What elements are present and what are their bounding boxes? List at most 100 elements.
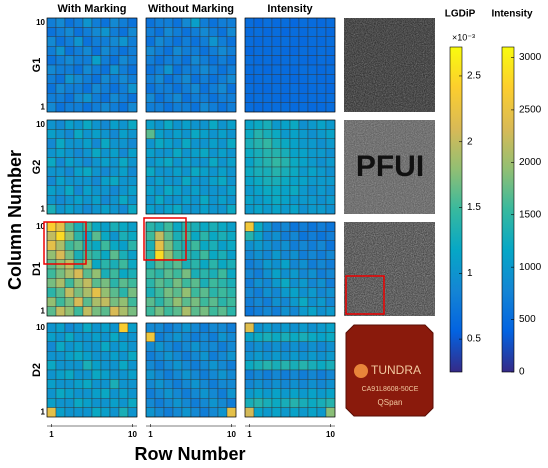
heatmap-cell — [91, 351, 102, 361]
heatmap-cell — [55, 119, 66, 130]
heatmap-cell — [262, 249, 273, 260]
heatmap-cell — [163, 17, 174, 28]
heatmap-cell — [73, 231, 84, 241]
heatmap-cell — [100, 46, 111, 56]
heatmap-cell — [253, 297, 264, 307]
heatmap-cell — [64, 322, 75, 333]
heatmap-cell — [244, 297, 255, 307]
heatmap-cell — [307, 147, 318, 158]
heatmap-cell — [226, 46, 237, 56]
heatmap-cell — [307, 185, 318, 196]
heatmap-cell — [73, 74, 84, 85]
heatmap-cell — [82, 306, 93, 317]
heatmap-cell — [172, 204, 183, 215]
heatmap-cell — [298, 379, 309, 389]
heatmap-cell — [64, 297, 75, 307]
heatmap-cell — [289, 407, 300, 418]
heatmap-cell — [325, 278, 336, 288]
colorbar-tick-label: 2000 — [519, 157, 542, 168]
heatmap-cell — [145, 147, 156, 158]
heatmap-cell — [55, 287, 66, 298]
heatmap-cell — [127, 176, 138, 186]
heatmap-cell — [127, 46, 138, 56]
heatmap-cell — [199, 231, 210, 241]
heatmap-cell — [253, 341, 264, 352]
heatmap-cell — [244, 360, 255, 371]
heatmap-cell — [154, 231, 165, 241]
heatmap-cell — [46, 147, 57, 158]
heatmap-cell — [280, 46, 291, 56]
heatmap-cell — [190, 231, 201, 241]
heatmap-cell — [217, 74, 228, 85]
heatmap-cell — [163, 147, 174, 158]
heatmap-cell — [154, 388, 165, 399]
heatmap-cell — [271, 36, 282, 47]
heatmap-cell — [109, 249, 120, 260]
heatmap-cell — [127, 306, 138, 317]
heatmap — [145, 221, 237, 317]
heatmap-cell — [181, 185, 192, 196]
heatmap-cell — [100, 268, 111, 279]
heatmap-cell — [253, 74, 264, 85]
heatmap-cell — [154, 204, 165, 215]
heatmap-cell — [253, 83, 264, 94]
heatmap-cell — [244, 176, 255, 186]
heatmap-cell — [208, 388, 219, 399]
heatmap-cell — [208, 27, 219, 37]
heatmap-cell — [280, 388, 291, 399]
heatmap-cell — [172, 64, 183, 75]
heatmap-cell — [163, 74, 174, 85]
heatmap-cell — [298, 92, 309, 103]
heatmap-cell — [46, 240, 57, 251]
heatmap-cell — [298, 369, 309, 380]
heatmap-cell — [82, 204, 93, 215]
heatmap-cell — [82, 369, 93, 380]
heatmap-cell — [271, 407, 282, 418]
heatmap-cell — [172, 36, 183, 47]
heatmap-cell — [325, 306, 336, 317]
heatmap-cell — [208, 322, 219, 333]
heatmap-cell — [46, 166, 57, 177]
heatmap-cell — [217, 102, 228, 113]
colorbar-tick-label: 1.5 — [467, 202, 481, 213]
heatmap-cell — [172, 388, 183, 399]
heatmap-cell — [73, 360, 84, 371]
heatmap-cell — [64, 64, 75, 75]
heatmap-cell — [244, 259, 255, 270]
heatmap-cell — [109, 138, 120, 149]
heatmap-cell — [109, 240, 120, 251]
heatmap-cell — [244, 351, 255, 361]
heatmap-cell — [244, 55, 255, 66]
heatmap-cell — [181, 46, 192, 56]
heatmap-cell — [253, 240, 264, 251]
heatmap-cell — [64, 407, 75, 418]
heatmap-cell — [244, 27, 255, 37]
heatmap-cell — [199, 157, 210, 168]
heatmap-cell — [325, 360, 336, 371]
heatmap-cell — [226, 379, 237, 389]
heatmap-cell — [280, 147, 291, 158]
heatmap-cell — [118, 369, 129, 380]
heatmap-cell — [145, 231, 156, 241]
heatmap-cell — [244, 369, 255, 380]
heatmap-cell — [271, 119, 282, 130]
heatmap-cell — [145, 74, 156, 85]
heatmap-cell — [64, 231, 75, 241]
heatmap-cell — [154, 369, 165, 380]
heatmap-cell — [217, 249, 228, 260]
heatmap-cell — [55, 27, 66, 37]
heatmap-cell — [298, 268, 309, 279]
heatmap-cell — [262, 102, 273, 113]
heatmap-cell — [190, 360, 201, 371]
heatmap-cell — [226, 259, 237, 270]
heatmap-cell — [190, 185, 201, 196]
heatmap-cell — [217, 332, 228, 342]
heatmap-cell — [199, 17, 210, 28]
heatmap-cell — [325, 27, 336, 37]
image-text: PFUI — [356, 150, 424, 183]
heatmap-cell — [172, 157, 183, 168]
heatmap-cell — [280, 306, 291, 317]
heatmap-cell — [244, 268, 255, 279]
heatmap-cell — [163, 157, 174, 168]
heatmap-cell — [163, 240, 174, 251]
